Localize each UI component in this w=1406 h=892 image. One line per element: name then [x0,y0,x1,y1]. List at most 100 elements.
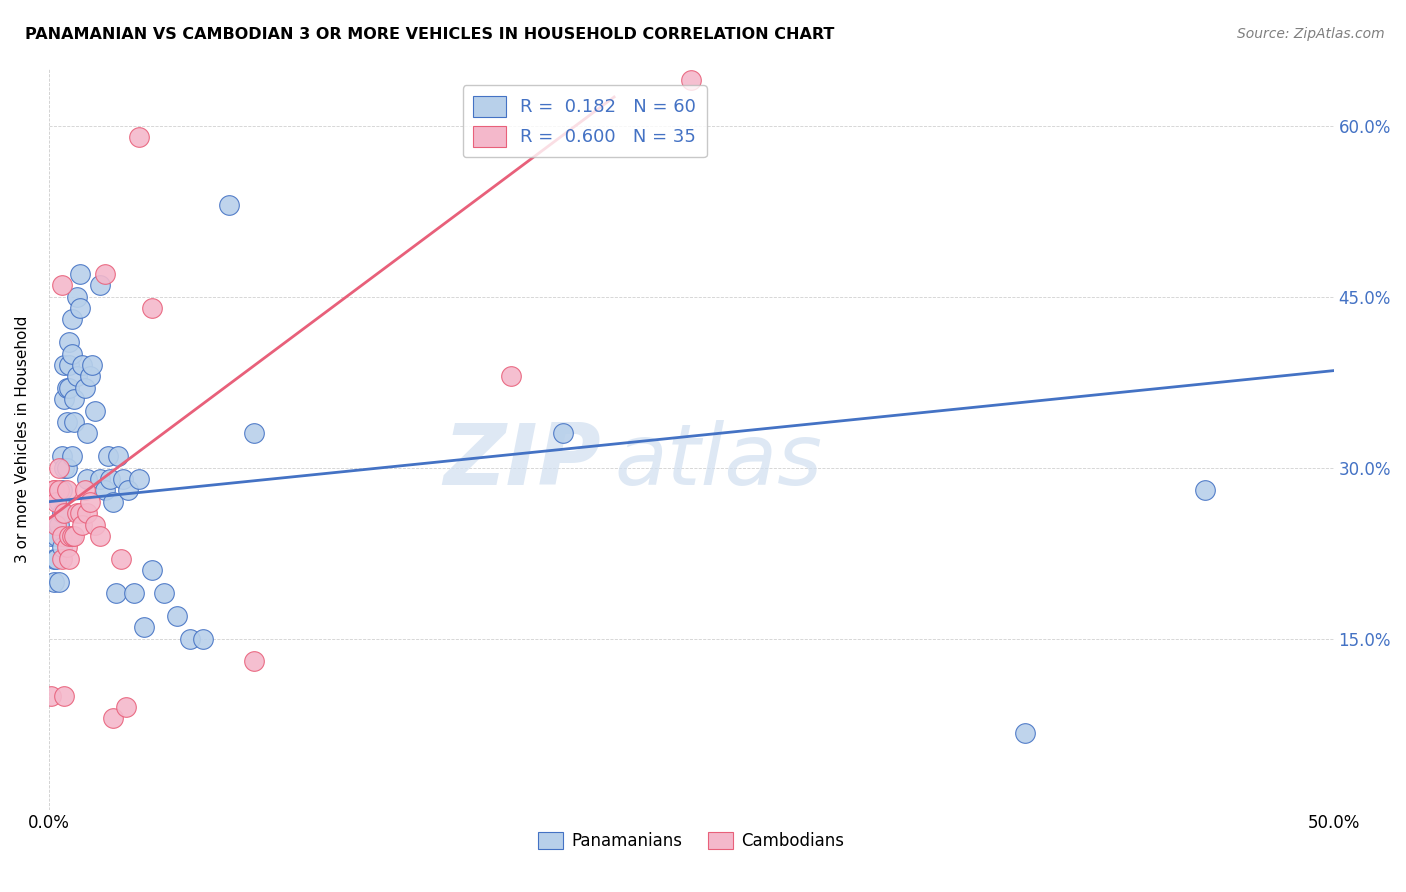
Point [45,494,67,508]
Point [89,529,111,543]
Text: atlas: atlas [614,420,823,503]
Point [73,483,96,498]
Point [94,267,117,281]
Point [58,335,80,350]
Point [681,73,703,87]
Point [97,449,120,463]
Point [53,392,76,406]
Point [107,449,129,463]
Point [45,517,67,532]
Point [42,574,65,589]
Point [112,472,135,486]
Point [84,403,107,417]
Point [53,506,76,520]
Point [179,632,201,646]
Point [60,312,83,326]
Point [41,529,63,543]
Point [42,483,65,498]
Point [110,551,132,566]
Point [45,529,67,543]
Point [141,563,163,577]
Point [63,529,86,543]
Point [82,358,104,372]
Point [48,574,70,589]
Point [48,483,70,498]
Point [69,267,91,281]
Text: PANAMANIAN VS CAMBODIAN 3 OR MORE VEHICLES IN HOUSEHOLD CORRELATION CHART: PANAMANIAN VS CAMBODIAN 3 OR MORE VEHICL… [25,27,835,42]
Point [551,426,574,441]
Point [191,632,214,646]
Point [58,381,80,395]
Point [51,529,73,543]
Point [55,541,77,555]
Point [243,426,266,441]
Point [84,517,107,532]
Point [104,586,127,600]
Point [42,483,65,498]
Point [117,483,139,498]
Point [53,358,76,372]
Point [101,711,124,725]
Point [243,654,266,668]
Point [101,494,124,508]
Text: Source: ZipAtlas.com: Source: ZipAtlas.com [1237,27,1385,41]
Point [69,301,91,315]
Point [94,483,117,498]
Point [42,551,65,566]
Point [76,426,98,441]
Point [501,369,523,384]
Point [1014,726,1036,740]
Point [89,472,111,486]
Point [66,369,89,384]
Point [48,494,70,508]
Point [51,551,73,566]
Point [55,381,77,395]
Point [48,460,70,475]
Point [70,517,93,532]
Point [79,369,101,384]
Point [141,301,163,315]
Point [70,358,93,372]
Point [132,620,155,634]
Y-axis label: 3 or more Vehicles in Household: 3 or more Vehicles in Household [15,316,30,563]
Point [58,551,80,566]
Point [66,506,89,520]
Point [53,460,76,475]
Point [63,392,86,406]
Point [128,129,150,144]
Point [166,608,188,623]
Point [53,689,76,703]
Point [60,529,83,543]
Point [60,346,83,360]
Point [218,198,240,212]
Point [51,506,73,520]
Legend: R =  0.182   N = 60, R =  0.600   N = 35: R = 0.182 N = 60, R = 0.600 N = 35 [463,85,707,157]
Point [51,449,73,463]
Point [63,415,86,429]
Point [58,358,80,372]
Point [55,415,77,429]
Text: ZIP: ZIP [444,420,602,503]
Point [55,460,77,475]
Point [89,278,111,293]
Point [153,586,176,600]
Point [66,289,89,303]
Point [76,506,98,520]
Point [100,472,122,486]
Point [51,541,73,555]
Point [58,529,80,543]
Point [115,700,138,714]
Point [1194,483,1216,498]
Point [51,278,73,293]
Point [45,551,67,566]
Point [69,506,91,520]
Point [41,689,63,703]
Point [51,483,73,498]
Point [122,586,145,600]
Point [48,517,70,532]
Point [73,381,96,395]
Point [76,472,98,486]
Point [79,494,101,508]
Point [55,483,77,498]
Point [60,449,83,463]
